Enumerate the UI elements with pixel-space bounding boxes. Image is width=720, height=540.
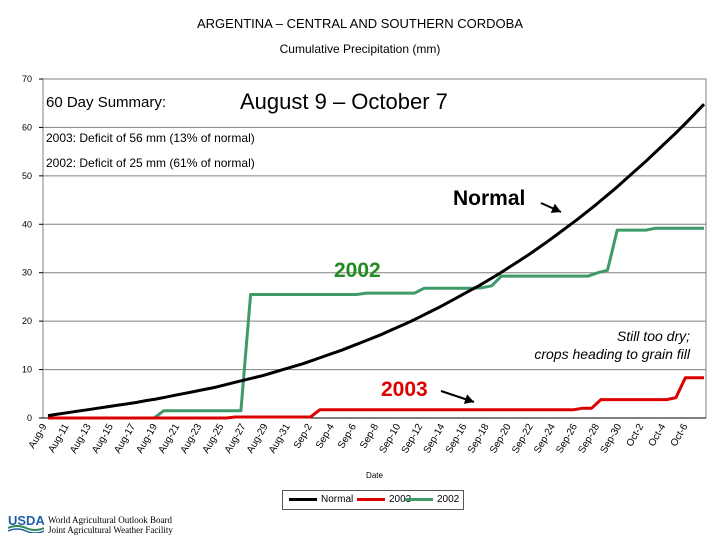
x-tick-label: Oct-4 — [647, 422, 669, 449]
y-tick-label-50: 50 — [22, 171, 32, 181]
deficit-2002-text: 2002: Deficit of 25 mm (61% of normal) — [46, 156, 255, 170]
legend-swatch-2002 — [405, 498, 433, 501]
series-line-2002 — [48, 226, 704, 420]
arrow-2003-head — [463, 394, 474, 404]
x-tick-label: Oct-2 — [625, 422, 647, 449]
plot-frame — [42, 78, 707, 419]
y-tick-label-0: 0 — [27, 413, 32, 423]
date-range-label: August 9 – October 7 — [240, 89, 448, 114]
x-tick-label: Sep-8 — [358, 422, 381, 451]
legend-label-2003: 2003 — [389, 494, 412, 505]
legend-item-2002: 2002 — [405, 494, 459, 505]
y-tick-label-60: 60 — [22, 122, 32, 132]
x-tick-label: Sep-6 — [336, 422, 359, 451]
legend-swatch-normal — [289, 498, 317, 501]
chart-subtitle: Cumulative Precipitation (mm) — [279, 42, 441, 56]
x-tick-label: Sep-30 — [599, 422, 625, 456]
x-tick-label: Aug-31 — [267, 422, 293, 456]
note-line-2: crops heading to grain fill — [534, 346, 690, 362]
usda-logo-icon: USDA — [7, 513, 45, 534]
x-tick-label: Sep-4 — [314, 422, 337, 451]
series-line-2003 — [48, 376, 704, 420]
summary-label: 60 Day Summary: — [46, 94, 167, 111]
footer-line-2: Joint Agricultural Weather Facility — [48, 525, 173, 535]
chart-title: ARGENTINA – CENTRAL AND SOUTHERN CORDOBA — [196, 16, 523, 31]
x-tick-label: Oct-6 — [669, 422, 691, 449]
legend-item-2003: 2003 — [357, 494, 411, 505]
series-line-normal — [47, 103, 706, 418]
legend-label-normal: Normal — [321, 494, 354, 505]
x-tick-label: Aug-9 — [27, 422, 50, 451]
usda-logo-text: USDA — [8, 513, 44, 528]
normal-annotation: Normal — [453, 187, 526, 210]
y-tick-label-10: 10 — [22, 365, 32, 375]
annotation-2003: 2003 — [381, 378, 428, 401]
x-tick-label: Sep-2 — [292, 422, 315, 451]
y-tick-label-30: 30 — [22, 268, 32, 278]
legend-swatch-2003 — [357, 498, 385, 501]
legend-item-normal: Normal — [289, 494, 353, 505]
y-tick-label-20: 20 — [22, 316, 32, 326]
deficit-2003-text: 2003: Deficit of 56 mm (13% of normal) — [46, 131, 255, 145]
y-tick-label-40: 40 — [22, 219, 32, 229]
chart-legend: Normal 2003 2002 — [282, 490, 464, 510]
x-axis-title: Date — [366, 471, 383, 480]
legend-label-2002: 2002 — [437, 494, 460, 505]
y-tick-label-70: 70 — [22, 74, 32, 84]
note-line-1: Still too dry; — [616, 328, 690, 344]
footer-line-1: World Agricultural Outlook Board — [48, 515, 173, 525]
usda-logo: USDA — [7, 511, 45, 538]
normal-arrow-head — [550, 203, 561, 213]
annotation-2002: 2002 — [334, 259, 381, 282]
